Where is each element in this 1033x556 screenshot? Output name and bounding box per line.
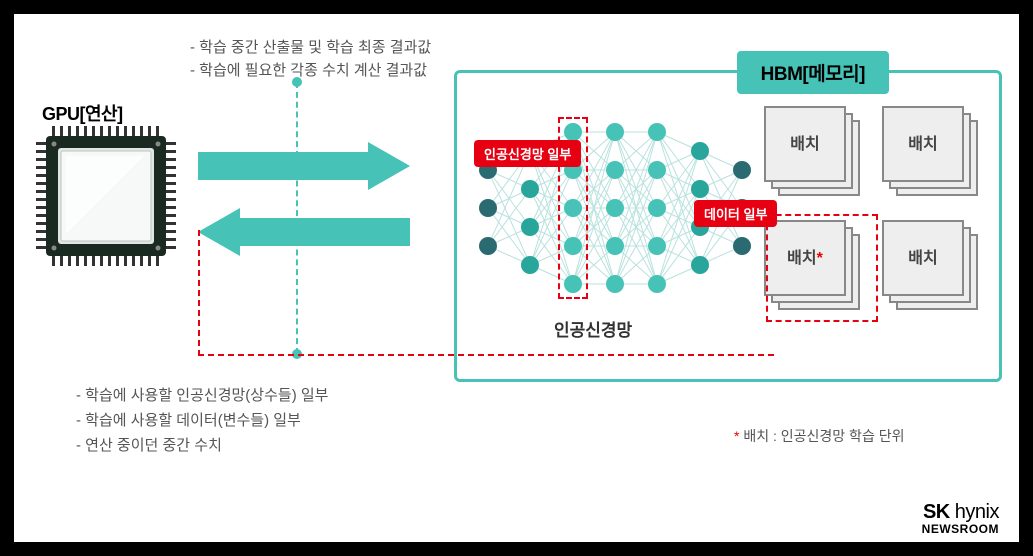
bullet: - 학습 중간 산출물 및 학습 최종 결과값: [190, 36, 431, 59]
nn-partial-tag: 인공신경망 일부: [474, 140, 581, 167]
gpu-label: GPU[연산]: [42, 100, 123, 126]
nn-node: [691, 180, 709, 198]
nn-node: [606, 199, 624, 217]
hbm-title: HBM[메모리]: [737, 51, 889, 94]
bottom-bullets: - 학습에 사용할 인공신경망(상수들) 일부 - 학습에 사용할 데이터(변수…: [76, 384, 328, 458]
nn-node: [479, 199, 497, 217]
gpu-chip-icon: [36, 126, 176, 266]
top-bullets: - 학습 중간 산출물 및 학습 최종 결과값 - 학습에 필요한 각종 수치 …: [190, 36, 431, 83]
nn-node: [733, 161, 751, 179]
nn-node: [606, 161, 624, 179]
bullet: - 학습에 필요한 각종 수치 계산 결과값: [190, 59, 431, 82]
batch-stack: 배치: [882, 220, 982, 310]
footnote-text: 배치 : 인공신경망 학습 단위: [739, 428, 904, 444]
batch-label: 배치: [882, 244, 964, 268]
bullet: - 학습에 사용할 인공신경망(상수들) 일부: [76, 384, 328, 409]
logo-main: SK hynix: [922, 501, 999, 524]
logo: SK hynix NEWSROOM: [922, 501, 999, 536]
bullet: - 학습에 사용할 데이터(변수들) 일부: [76, 409, 328, 434]
nn-node: [606, 123, 624, 141]
batch-stack: 배치: [764, 106, 864, 196]
batch-highlight-box: [766, 214, 878, 322]
logo-sub: NEWSROOM: [922, 522, 999, 536]
batch-label: 배치: [882, 130, 964, 154]
red-connector-path: [198, 230, 774, 356]
arrow-right-icon: [198, 142, 410, 195]
bullet: - 연산 중이던 중간 수치: [76, 434, 328, 459]
footnote: * 배치 : 인공신경망 학습 단위: [734, 426, 904, 446]
batch-label: 배치: [764, 130, 846, 154]
data-partial-tag: 데이터 일부: [694, 200, 777, 227]
nn-node: [691, 142, 709, 160]
batch-stack: 배치: [882, 106, 982, 196]
diagram-canvas: GPU[연산] - 학습 중간 산출물 및 학습 최종 결과값 - 학습에 필요…: [14, 14, 1019, 542]
